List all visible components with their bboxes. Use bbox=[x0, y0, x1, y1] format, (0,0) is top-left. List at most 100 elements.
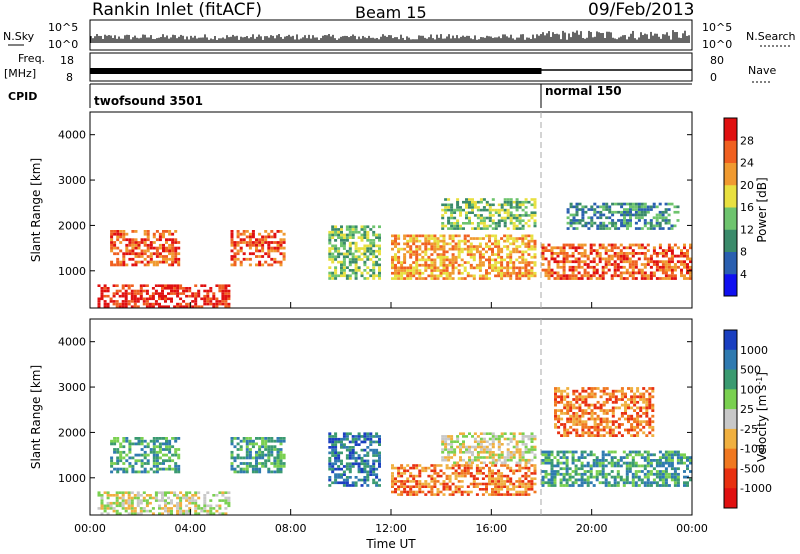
heatmap-cell bbox=[424, 482, 428, 486]
heatmap-cell bbox=[488, 206, 492, 209]
heatmap-cell bbox=[221, 289, 225, 293]
heatmap-cell bbox=[596, 414, 600, 418]
heatmap-cell bbox=[643, 246, 647, 250]
heatmap-cell bbox=[124, 284, 128, 287]
heatmap-cell bbox=[604, 478, 608, 482]
heatmap-cell bbox=[563, 412, 567, 415]
heatmap-cell bbox=[245, 445, 249, 449]
heatmap-cell bbox=[445, 477, 449, 480]
heatmap-cell bbox=[553, 456, 557, 459]
heatmap-cell bbox=[506, 490, 510, 494]
heatmap-cell bbox=[512, 237, 516, 240]
heatmap-cell bbox=[158, 252, 162, 256]
heatmap-cell bbox=[363, 252, 367, 256]
heatmap-cell bbox=[530, 448, 534, 451]
heatmap-cell bbox=[471, 445, 474, 449]
heatmap-cell bbox=[503, 437, 507, 441]
heatmap-cell bbox=[282, 437, 286, 440]
heatmap-cell bbox=[601, 464, 605, 468]
heatmap-cell bbox=[454, 488, 458, 491]
heatmap-cell bbox=[587, 434, 591, 437]
heatmap-cell bbox=[248, 257, 252, 261]
heatmap-cell bbox=[488, 214, 492, 217]
heatmap-cell bbox=[427, 239, 431, 243]
heatmap-cell bbox=[146, 462, 150, 465]
colorbar-tick-label: -500 bbox=[740, 462, 765, 475]
heatmap-cell bbox=[527, 239, 531, 243]
heatmap-cell bbox=[418, 239, 422, 243]
heatmap-cell bbox=[560, 423, 564, 426]
heatmap-cell bbox=[515, 464, 519, 467]
heatmap-cell bbox=[345, 239, 349, 242]
heatmap-cell bbox=[113, 437, 117, 440]
heatmap-cell bbox=[109, 507, 113, 510]
heatmap-cell bbox=[658, 456, 662, 459]
heatmap-cell bbox=[170, 499, 173, 502]
heatmap-cell bbox=[400, 485, 404, 488]
heatmap-cell bbox=[206, 302, 210, 306]
heatmap-cell bbox=[251, 232, 255, 236]
cpid-label: CPID bbox=[8, 90, 37, 103]
heatmap-cell bbox=[267, 456, 271, 460]
heatmap-cell bbox=[512, 216, 516, 220]
heatmap-cell bbox=[485, 485, 488, 488]
heatmap-cell bbox=[375, 236, 379, 239]
heatmap-cell bbox=[521, 203, 525, 207]
heatmap-cell bbox=[221, 494, 225, 497]
x-tick-label: 04:00 bbox=[174, 522, 206, 535]
heatmap-cell bbox=[468, 198, 471, 201]
heatmap-cell bbox=[258, 437, 262, 440]
heatmap-cell bbox=[605, 216, 609, 220]
heatmap-cell bbox=[149, 467, 153, 471]
heatmap-cell bbox=[409, 493, 413, 496]
heatmap-cell bbox=[605, 409, 609, 412]
heatmap-cell bbox=[518, 203, 522, 207]
heatmap-cell bbox=[640, 481, 644, 485]
heatmap-cell bbox=[622, 271, 626, 275]
heatmap-cell bbox=[255, 249, 258, 253]
heatmap-cell bbox=[509, 271, 513, 275]
heatmap-cell bbox=[506, 237, 510, 240]
heatmap-cell bbox=[445, 269, 449, 272]
heatmap-cell bbox=[221, 512, 225, 515]
heatmap-cell bbox=[643, 475, 647, 479]
heatmap-cell bbox=[503, 482, 507, 486]
heatmap-cell bbox=[430, 493, 434, 496]
heatmap-cell bbox=[628, 263, 632, 266]
heatmap-cell bbox=[503, 456, 507, 459]
heatmap-cell bbox=[664, 221, 668, 225]
heatmap-cell bbox=[406, 245, 410, 248]
heatmap-cell bbox=[439, 464, 443, 467]
heatmap-cell bbox=[581, 425, 585, 429]
heatmap-cell bbox=[176, 507, 180, 510]
heatmap-cell bbox=[491, 464, 494, 467]
heatmap-cell bbox=[430, 464, 434, 467]
heatmap-cell bbox=[209, 512, 213, 515]
heatmap-cell bbox=[512, 269, 516, 272]
heatmap-cell bbox=[334, 437, 338, 441]
heatmap-cell bbox=[506, 493, 510, 496]
heatmap-cell bbox=[530, 211, 534, 214]
heatmap-cell bbox=[595, 249, 599, 252]
heatmap-cell bbox=[593, 417, 597, 421]
heatmap-cell bbox=[245, 470, 249, 474]
heatmap-cell bbox=[617, 417, 621, 421]
heatmap-cell bbox=[167, 512, 170, 515]
heatmap-cell bbox=[113, 243, 117, 247]
heatmap-cell bbox=[133, 494, 137, 497]
heatmap-cell bbox=[174, 467, 178, 471]
heatmap-cell bbox=[488, 453, 492, 457]
heatmap-cell bbox=[670, 456, 674, 459]
heatmap-cell bbox=[566, 409, 570, 412]
heatmap-cell bbox=[503, 432, 507, 435]
heatmap-cell bbox=[472, 247, 476, 251]
heatmap-cell bbox=[524, 206, 528, 209]
heatmap-cell bbox=[155, 453, 159, 457]
heatmap-cell bbox=[469, 253, 473, 256]
heatmap-cell bbox=[465, 198, 468, 201]
heatmap-cell bbox=[188, 496, 192, 500]
heatmap-cell bbox=[466, 490, 470, 494]
heatmap-cell bbox=[646, 461, 650, 465]
heatmap-cell bbox=[143, 241, 147, 244]
